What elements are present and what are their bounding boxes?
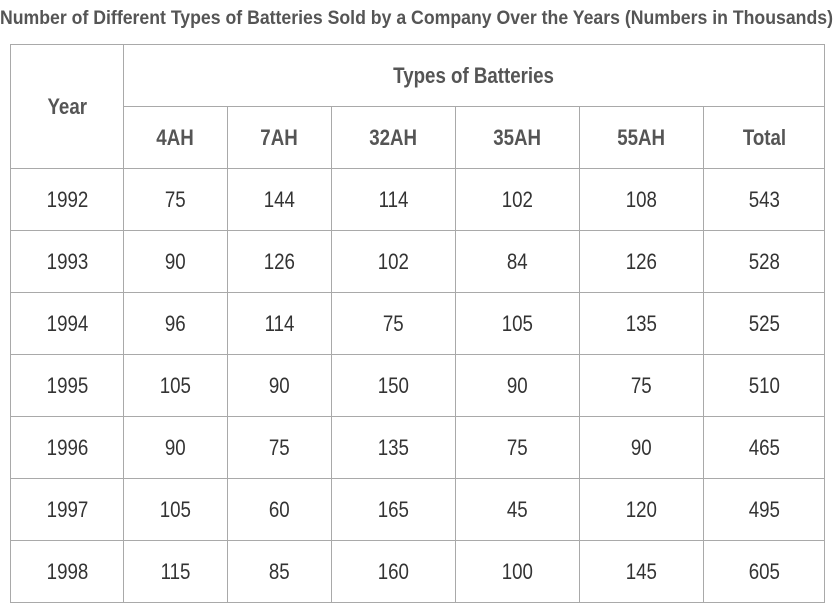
year-cell: 1993 xyxy=(10,230,124,293)
column-header: 7AH xyxy=(227,106,332,169)
table-row: 1995 105 90 150 90 75 510 xyxy=(10,354,826,417)
table-cell: 90 xyxy=(123,230,228,293)
year-cell: 1997 xyxy=(10,478,124,541)
table-cell: 126 xyxy=(579,230,704,293)
table-cell: 75 xyxy=(455,416,580,479)
table-cell: 108 xyxy=(579,168,704,231)
table-cell: 120 xyxy=(579,478,704,541)
table-cell: 114 xyxy=(331,168,456,231)
table-row: 1997 105 60 165 45 120 495 xyxy=(10,478,826,541)
table-cell: 75 xyxy=(227,416,332,479)
table-cell: 90 xyxy=(579,416,704,479)
table-cell: 126 xyxy=(227,230,332,293)
table-cell: 105 xyxy=(123,478,228,541)
table-row: 1998 115 85 160 100 145 605 xyxy=(10,540,826,603)
table-cell: 75 xyxy=(331,292,456,355)
year-cell: 1995 xyxy=(10,354,124,417)
table-row: 1992 75 144 114 102 108 543 xyxy=(10,168,826,231)
total-cell: 525 xyxy=(702,292,826,355)
year-header: Year xyxy=(10,44,124,169)
table-row: 1996 90 75 135 75 90 465 xyxy=(10,416,826,479)
table-cell: 150 xyxy=(331,354,456,417)
column-header: Total xyxy=(702,106,826,169)
table-cell: 165 xyxy=(331,478,456,541)
table-cell: 145 xyxy=(579,540,704,603)
column-header: 55AH xyxy=(579,106,704,169)
year-cell: 1996 xyxy=(10,416,124,479)
total-cell: 495 xyxy=(702,478,826,541)
column-header: 32AH xyxy=(331,106,456,169)
year-cell: 1998 xyxy=(10,540,124,603)
total-cell: 528 xyxy=(702,230,826,293)
table-cell: 105 xyxy=(123,354,228,417)
table-cell: 90 xyxy=(123,416,228,479)
total-cell: 543 xyxy=(702,168,826,231)
table-cell: 144 xyxy=(227,168,332,231)
table-cell: 115 xyxy=(123,540,228,603)
column-header: 35AH xyxy=(455,106,580,169)
table-cell: 102 xyxy=(455,168,580,231)
table-cell: 102 xyxy=(331,230,456,293)
table-cell: 90 xyxy=(455,354,580,417)
header-row-columns: 4AH 7AH 32AH 35AH 55AH Total xyxy=(11,106,826,169)
total-cell: 605 xyxy=(702,540,826,603)
total-cell: 510 xyxy=(702,354,826,417)
batteries-table: Year Types of Batteries 4AH 7AH 32AH 35A… xyxy=(10,44,826,603)
table-cell: 45 xyxy=(455,478,580,541)
year-cell: 1992 xyxy=(10,168,124,231)
header-row-group: Year Types of Batteries xyxy=(10,44,826,169)
table-cell: 84 xyxy=(455,230,580,293)
table-cell: 96 xyxy=(123,292,228,355)
table-cell: 105 xyxy=(455,292,580,355)
table-row: 1994 96 114 75 105 135 525 xyxy=(10,292,826,355)
year-cell: 1994 xyxy=(10,292,124,355)
table-cell: 60 xyxy=(227,478,332,541)
column-header: 4AH xyxy=(123,106,228,169)
total-cell: 465 xyxy=(702,416,826,479)
table-cell: 114 xyxy=(227,292,332,355)
group-header: Types of Batteries xyxy=(122,44,826,107)
table-cell: 135 xyxy=(331,416,456,479)
table-cell: 135 xyxy=(579,292,704,355)
table-cell: 90 xyxy=(227,354,332,417)
table-cell: 85 xyxy=(227,540,332,603)
table-row: 1993 90 126 102 84 126 528 xyxy=(10,230,826,293)
table-cell: 160 xyxy=(331,540,456,603)
page-title: Number of Different Types of Batteries S… xyxy=(0,8,833,29)
table-cell: 100 xyxy=(455,540,580,603)
table-cell: 75 xyxy=(123,168,228,231)
table-cell: 75 xyxy=(579,354,704,417)
